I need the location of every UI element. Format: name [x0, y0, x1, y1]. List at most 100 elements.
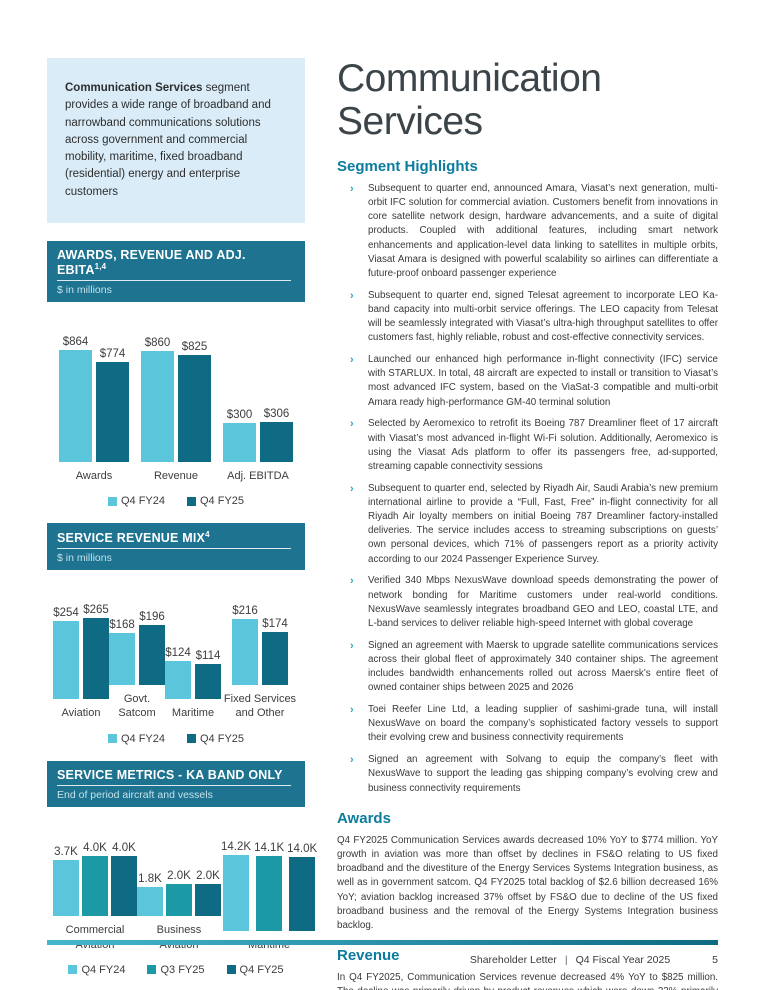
- bar-group: $864 $774 Awards: [59, 336, 129, 483]
- bar: [232, 619, 258, 686]
- bar-value-label: $216: [232, 605, 258, 618]
- bar: [223, 854, 250, 931]
- highlight-item: › Verified 340 Mbps NexusWave download sp…: [337, 574, 718, 631]
- bar-group: $168 $196 Govt. Satcom: [109, 611, 165, 721]
- bar-value-label: $306: [263, 407, 290, 420]
- bar: [53, 621, 79, 700]
- bar: [260, 421, 293, 462]
- bar-value-label: 1.8K: [138, 873, 162, 886]
- footer-document-label: Shareholder Letter: [469, 954, 557, 966]
- legend-label: Q4 FY24: [120, 495, 165, 508]
- bar: [53, 860, 79, 917]
- chart-legend: Q4 FY24 Q4 FY25: [47, 495, 305, 507]
- chart-legend: Q4 FY24 Q4 FY25: [47, 733, 305, 745]
- bullet-arrow-icon: ›: [350, 482, 354, 495]
- legend-item: Q4 FY25: [187, 495, 244, 507]
- highlight-text: Signed an agreement with Maersk to upgra…: [368, 639, 718, 694]
- bar: [289, 856, 316, 931]
- bar-value-label: 4.0K: [112, 842, 136, 855]
- bullet-arrow-icon: ›: [350, 289, 354, 302]
- bullet-arrow-icon: ›: [350, 639, 354, 652]
- legend-swatch-icon: [147, 965, 157, 975]
- footer-page-number: 5: [712, 954, 718, 966]
- footer-separator: |: [564, 954, 568, 966]
- left-column: Communication Services segment provides …: [47, 58, 317, 990]
- bar-value-label: 14.2K: [221, 840, 252, 853]
- chart-title: AWARDS, REVENUE AND ADJ. EBITA1,4: [57, 248, 291, 281]
- legend-swatch-icon: [107, 496, 117, 506]
- category-label: Aviation: [61, 707, 101, 720]
- bar: [83, 618, 109, 700]
- legend-swatch-icon: [187, 496, 196, 506]
- bar-value-label: 4.0K: [83, 842, 107, 855]
- highlight-item: › Selected by Aeromexico to retrofit its …: [337, 417, 718, 474]
- highlight-item: › Subsequent to quarter end, selected by …: [337, 482, 718, 567]
- bar-value-label: 2.0K: [196, 870, 220, 883]
- segment-highlights-heading: Segment Highlights: [337, 157, 478, 175]
- highlight-item: › Subsequent to quarter end, signed Teles…: [337, 289, 718, 346]
- chart-service-revenue-mix: SERVICE REVENUE MIX4 $ in millions $254 $…: [47, 523, 305, 745]
- legend-label: Q3 FY25: [160, 963, 205, 976]
- bar-group: $124 $114 Maritime: [165, 647, 221, 720]
- bar-value-label: 14.0K: [287, 842, 318, 855]
- bullet-arrow-icon: ›: [350, 354, 354, 367]
- bar-value-label: $860: [144, 336, 171, 349]
- chart-title: SERVICE REVENUE MIX4: [57, 530, 291, 550]
- legend-label: Q4 FY25: [239, 963, 284, 976]
- bar-group: $860 $825 Revenue: [141, 337, 211, 483]
- legend-item: Q4 FY24: [68, 964, 125, 976]
- bar-group: $254 $265 Aviation: [53, 604, 109, 720]
- highlight-text: Subsequent to quarter end, signed Telesa…: [368, 289, 718, 344]
- highlight-item: › Launched our enhanced high performance …: [337, 353, 718, 410]
- highlight-text: Subsequent to quarter end, selected by R…: [368, 482, 718, 565]
- chart-title-footnote: 1,4: [94, 261, 107, 271]
- highlight-item: › Subsequent to quarter end, announced Am…: [337, 182, 718, 281]
- bar-value-label: $114: [195, 650, 221, 663]
- bullet-arrow-icon: ›: [350, 754, 354, 767]
- segment-highlights-list: › Subsequent to quarter end, announced Am…: [337, 182, 718, 796]
- bar: [96, 361, 129, 462]
- chart-subtitle: End of period aircraft and vessels: [57, 788, 213, 801]
- bar-value-label: $168: [109, 619, 135, 632]
- legend-swatch-icon: [107, 734, 117, 744]
- chart-title: SERVICE METRICS - KA BAND ONLY: [57, 768, 291, 786]
- chart-title-footnote: 4: [205, 530, 210, 540]
- bar-value-label: $774: [99, 347, 126, 360]
- bar: [195, 884, 221, 917]
- bar: [109, 633, 135, 686]
- bar: [178, 354, 211, 462]
- chart-subtitle: $ in millions: [57, 283, 112, 296]
- segment-description-title: Communication Services: [65, 82, 203, 94]
- bar-group: $216 $174 Fixed Services and Other: [221, 605, 299, 721]
- footer-accent-bar: [47, 940, 718, 945]
- bar-value-label: $196: [139, 611, 165, 624]
- bar-group: $300 $306 Adj. EBITDA: [223, 408, 293, 483]
- bar: [165, 661, 191, 700]
- page-title: Communication Services: [337, 57, 602, 143]
- highlight-text: Subsequent to quarter end, announced Ama…: [368, 182, 718, 279]
- category-label: Adj. EBITDA: [227, 469, 289, 482]
- chart-header: SERVICE METRICS - KA BAND ONLY End of pe…: [47, 760, 305, 807]
- bar: [111, 856, 137, 917]
- highlight-text: Toei Reefer Line Ltd, a leading supplier…: [368, 703, 718, 744]
- awards-heading: Awards: [337, 809, 391, 827]
- chart-header: AWARDS, REVENUE AND ADJ. EBITA1,4 $ in m…: [47, 240, 305, 302]
- category-label: Govt. Satcom: [118, 693, 156, 720]
- segment-description-box: Communication Services segment provides …: [47, 58, 305, 223]
- legend-label: Q4 FY25: [200, 732, 245, 745]
- revenue-heading: Revenue: [337, 947, 400, 965]
- legend-item: Q4 FY24: [107, 733, 165, 745]
- bar-value-label: $265: [83, 604, 109, 617]
- bullet-arrow-icon: ›: [350, 418, 354, 431]
- bar: [139, 625, 165, 686]
- bar-value-label: $864: [62, 335, 89, 348]
- bar-value-label: $174: [262, 618, 288, 631]
- chart-subtitle: $ in millions: [57, 552, 112, 565]
- footer-text-row: Shareholder Letter | Q4 Fiscal Year 2025…: [47, 954, 718, 966]
- highlight-text: Selected by Aeromexico to retrofit its B…: [368, 418, 718, 472]
- bar: [223, 422, 256, 462]
- legend-swatch-icon: [68, 965, 78, 975]
- highlight-item: › Signed an agreement with Maersk to upgr…: [337, 639, 718, 696]
